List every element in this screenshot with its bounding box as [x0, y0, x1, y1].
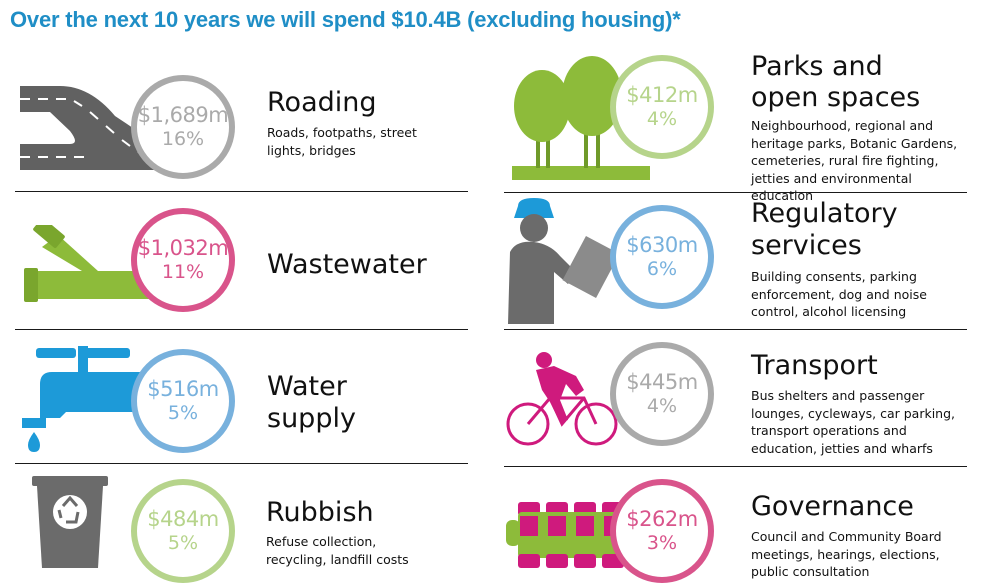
inspector-icon	[508, 198, 618, 324]
category-description: Refuse collection, recycling, landfill c…	[266, 534, 409, 567]
category-description: Roads, footpaths, street lights, bridges	[267, 125, 417, 158]
percent-value: 4%	[646, 108, 678, 131]
amount-value: $445m	[626, 370, 698, 394]
category-heading: Roading	[267, 87, 377, 118]
category-heading: Parks and open spaces	[751, 51, 921, 113]
spend-ring: $262m 3%	[610, 479, 714, 583]
percent-value: 11%	[161, 261, 205, 284]
divider	[15, 191, 468, 192]
spend-ring: $445m 4%	[610, 342, 714, 446]
amount-value: $630m	[626, 233, 698, 257]
percent-value: 4%	[646, 395, 678, 418]
percent-value: 5%	[167, 532, 199, 555]
recycle-bin-icon	[32, 476, 108, 568]
percent-value: 5%	[167, 402, 199, 425]
percent-value: 16%	[161, 128, 205, 151]
percent-value: 6%	[646, 258, 678, 281]
category-heading: Transport	[751, 350, 878, 381]
percent-value: 3%	[646, 532, 678, 555]
spend-ring: $630m 6%	[610, 205, 714, 309]
cyclist-icon	[506, 352, 618, 446]
divider	[504, 466, 967, 467]
spend-ring: $1,689m 16%	[131, 75, 235, 179]
category-heading: Regulatory services	[751, 198, 898, 261]
amount-value: $262m	[626, 507, 698, 531]
spend-ring: $1,032m 11%	[131, 208, 235, 312]
divider	[15, 463, 468, 464]
amount-value: $412m	[626, 83, 698, 107]
spend-ring: $516m 5%	[131, 349, 235, 453]
divider	[15, 329, 468, 330]
divider	[504, 192, 967, 193]
amount-value: $1,032m	[137, 236, 229, 260]
category-heading: Water supply	[267, 371, 356, 435]
amount-value: $516m	[147, 377, 219, 401]
meeting-table-icon	[506, 502, 628, 568]
spend-ring: $484m 5%	[131, 479, 235, 583]
road-icon	[20, 86, 160, 170]
category-description: Bus shelters and passenger lounges, cycl…	[751, 388, 956, 456]
category-heading: Wastewater	[267, 249, 427, 280]
amount-value: $1,689m	[137, 103, 229, 127]
category-heading: Governance	[751, 491, 914, 522]
category-description: Council and Community Board meetings, he…	[751, 529, 942, 579]
category-description: Building consents, parking enforcement, …	[751, 269, 927, 319]
amount-value: $484m	[147, 507, 219, 531]
tap-icon	[22, 346, 140, 452]
page-title: Over the next 10 years we will spend $10…	[10, 7, 681, 32]
category-heading: Rubbish	[266, 497, 374, 528]
divider	[504, 329, 967, 330]
category-description: Neighbourhood, regional and heritage par…	[751, 118, 958, 203]
trees-icon	[512, 56, 650, 180]
spend-ring: $412m 4%	[610, 55, 714, 159]
